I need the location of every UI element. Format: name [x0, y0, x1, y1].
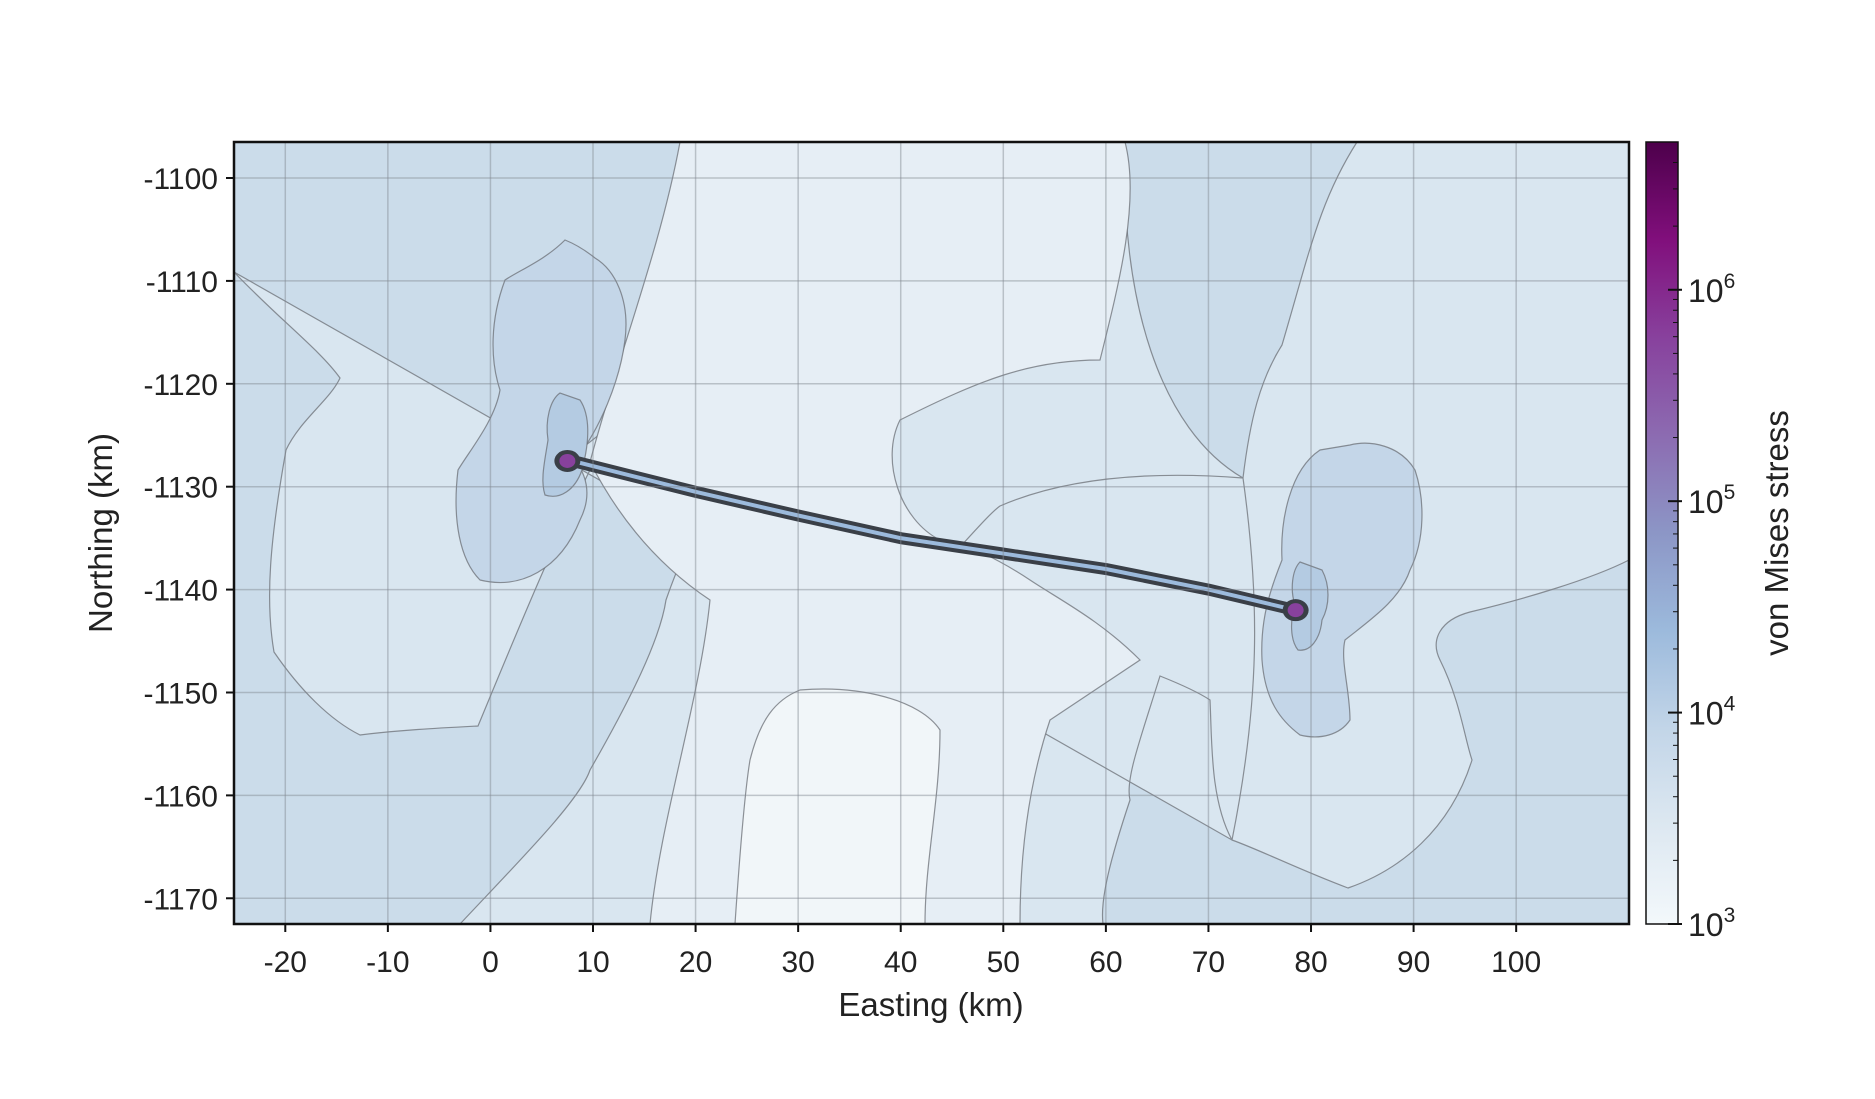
colorbar-tick-label: 104 [1688, 693, 1736, 732]
colorbar-tick-label: 103 [1688, 904, 1735, 943]
x-tick-label: 100 [1491, 946, 1541, 979]
x-tick-label: 90 [1397, 946, 1430, 979]
colorbar-tick-base: 10 [1688, 907, 1724, 943]
fault-trace-inner [570, 458, 1298, 613]
colorbar-tick-exponent: 4 [1724, 693, 1736, 716]
x-tick-label: 70 [1192, 946, 1225, 979]
x-tick-label: -10 [366, 946, 409, 979]
y-tick-label: -1120 [143, 369, 218, 402]
stress-peaks [554, 449, 1309, 622]
colorbar-tick-label: 106 [1688, 270, 1735, 309]
grid-lines [234, 142, 1629, 924]
contour-lowest [734, 688, 941, 924]
y-axis-title: Northing (km) [82, 433, 119, 633]
colorbar-tick-exponent: 5 [1724, 481, 1736, 504]
colorbar-tick-label: 105 [1688, 481, 1735, 520]
x-tick-label: 30 [781, 946, 814, 979]
x-axis-title: Easting (km) [838, 986, 1023, 1023]
plot-frame [232, 140, 1631, 926]
contour-left-lobe [455, 239, 627, 584]
colorbar-tick-exponent: 6 [1724, 270, 1736, 293]
x-tick-label: 50 [987, 946, 1020, 979]
y-tick-label: -1160 [143, 780, 218, 813]
y-tick-label: -1140 [143, 575, 218, 608]
x-axis: -20 -10 0 10 20 30 40 50 60 70 80 90 100 [264, 924, 1541, 979]
y-tick-label: -1150 [143, 677, 218, 710]
fault-zone [566, 454, 1302, 617]
x-tick-label: 40 [884, 946, 917, 979]
x-tick-label: 80 [1294, 946, 1327, 979]
colorbar-tick-base: 10 [1688, 696, 1724, 732]
y-tick-label: -1100 [143, 163, 218, 196]
y-tick-label: -1110 [146, 266, 218, 299]
colorbar-tick-base: 10 [1688, 273, 1724, 309]
stress-peak-core [1287, 603, 1304, 618]
plot-area [234, 142, 1629, 924]
contour-right-lobe [1261, 442, 1423, 738]
y-tick-label: -1130 [143, 472, 218, 505]
contour-left-inner [542, 392, 589, 497]
colorbar-tick-exponent: 3 [1724, 904, 1736, 927]
contour-right-inner [1291, 561, 1329, 651]
x-tick-label: 20 [679, 946, 712, 979]
colorbar-tick-base: 10 [1688, 484, 1724, 520]
stress-peak-core [559, 453, 576, 468]
x-tick-label: 0 [482, 946, 499, 979]
y-tick-label: -1170 [143, 883, 218, 916]
x-tick-label: -20 [264, 946, 307, 979]
y-axis: -1100 -1110 -1120 -1130 -1140 -1150 -1160 -1170 [143, 163, 234, 916]
stress-contours [234, 142, 1629, 924]
x-tick-label: 10 [576, 946, 609, 979]
x-tick-label: 60 [1089, 946, 1122, 979]
colorbar-label: von Mises stress [1758, 410, 1795, 656]
colorbar-ramp [1645, 141, 1679, 925]
